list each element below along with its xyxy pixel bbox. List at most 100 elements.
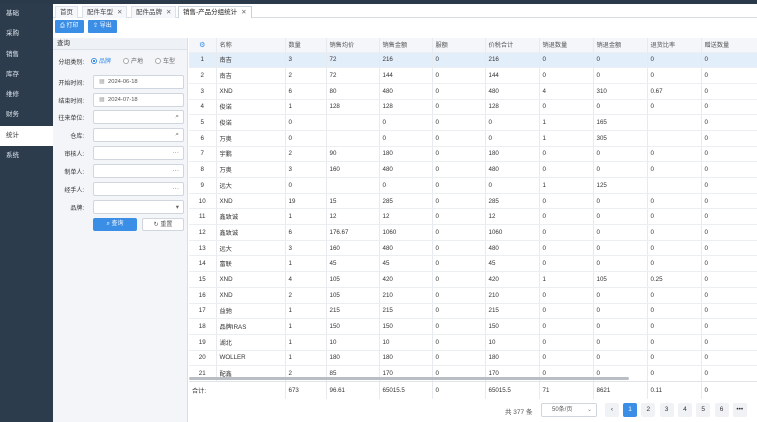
table-row[interactable]: 2 南吉 2 72 144 0 144 0 0 0 0 [189,67,757,84]
sidebar-item-system[interactable]: 系统 [6,152,19,160]
column-header[interactable]: 数量 [285,38,327,53]
table-row[interactable]: 19 湖北 1 10 10 0 10 0 0 0 0 [189,334,757,351]
more-dots-icon[interactable]: ··· [172,167,180,174]
table-row[interactable]: 9 远大 0 0 0 0 1 125 0 [189,177,757,194]
table-row[interactable]: 13 远大 3 160 480 0 480 0 0 0 0 [189,240,757,257]
horizontal-scrollbar[interactable] [189,377,629,380]
chevron-left-icon: ‹ [610,406,614,413]
search-icon[interactable]: ⌕ [175,131,179,138]
handler-input[interactable]: ··· [93,182,184,196]
close-icon[interactable]: ✕ [117,9,123,16]
table-row[interactable]: 15 XND 4 105 420 0 420 1 105 0.25 0 [189,271,757,288]
row-index: 11 [189,208,217,226]
gear-icon[interactable]: ⚙ [189,38,217,53]
sidebar-item-sales[interactable]: 销售 [6,50,19,58]
table-row[interactable]: 11 鑫致诚 1 12 12 0 12 0 0 0 0 [189,208,757,226]
table-cell: 480 [379,240,433,257]
reset-button[interactable]: ↻ 重置 [142,218,184,231]
table-cell: 0 [593,208,648,226]
end-date-input[interactable]: ▦ 2024-07-18 [93,93,184,107]
column-header[interactable]: 退货比率 [647,38,702,53]
page-button[interactable]: 6 [714,403,729,417]
table-cell: 0 [539,303,594,320]
table-row[interactable]: 8 万奥 3 160 480 0 480 0 0 0 0 [189,161,757,178]
table-cell: 0 [432,130,486,147]
column-header[interactable]: 销退数量 [539,38,594,53]
page-button[interactable]: 1 [623,403,637,417]
column-header[interactable]: 价税合计 [485,38,540,53]
row-index: 1 [189,52,217,69]
table-row[interactable]: 17 益驰 1 215 215 0 215 0 0 0 0 [189,303,757,320]
total-cell: 65015.5 [485,382,540,399]
print-button[interactable]: ⎙ 打印 [55,20,84,33]
table-cell: 150 [379,318,433,335]
prev-page-button[interactable]: ‹ [605,403,619,417]
page-button[interactable]: 3 [659,403,674,417]
tab-parts-model[interactable]: 配件车型 ✕ [82,6,128,18]
table-cell: 0 [701,161,757,178]
table-cell: XND [216,83,286,100]
column-header[interactable]: 销售金额 [379,38,433,53]
tab-home[interactable]: 首页 [55,6,78,18]
table-row[interactable]: 5 俊诺 0 0 0 0 1 165 0 [189,114,757,131]
radio-origin[interactable]: 产地 [123,56,143,65]
table-row[interactable]: 12 鑫致诚 6 176.67 1060 0 1060 0 0 0 0 [189,224,757,241]
radio-brand[interactable]: 品牌 [91,56,111,65]
table-row[interactable]: 20 WOLLER 1 180 180 0 180 0 0 0 0 [189,350,757,367]
column-header[interactable]: 销售均价 [326,38,380,53]
start-date-input[interactable]: ▦ 2024-06-18 [93,75,184,89]
table-row[interactable]: 18 品牌IRAS 1 150 150 0 150 0 0 0 0 [189,318,757,335]
sidebar-item-basic[interactable]: 基础 [6,10,19,17]
table-row[interactable]: 14 富联 1 45 45 0 45 0 0 0 0 [189,255,757,273]
table-cell: 45 [379,255,433,273]
table-row[interactable]: 10 XND 19 15 285 0 285 0 0 0 0 [189,193,757,210]
table-row[interactable]: 7 宇鹏 2 90 180 0 180 0 0 0 0 [189,146,757,163]
table-cell: 0 [285,114,327,131]
auditor-input[interactable]: ··· [93,146,184,160]
column-header[interactable]: 服额 [432,38,486,53]
column-header[interactable]: 赠送数量 [701,38,757,53]
sidebar-item-purchase[interactable]: 采购 [6,30,19,38]
tab-label: 配件品牌 [136,9,162,16]
sidebar-item-statistics[interactable]: 统计 [0,125,53,147]
export-button[interactable]: ⇪ 导出 [88,20,117,33]
table-cell: 南吉 [216,67,286,84]
maker-input[interactable]: ··· [93,164,184,178]
tab-sales-group-stats[interactable]: 销售-产品分组统计 ✕ [178,6,252,18]
brand-select[interactable]: ▾ [93,200,184,214]
more-pages-button[interactable]: ••• [732,403,747,417]
column-header[interactable]: 名称 [216,38,286,53]
column-header[interactable]: 销退金额 [593,38,648,53]
table-row[interactable]: 16 XND 2 105 210 0 210 0 0 0 0 [189,287,757,304]
page-button[interactable]: 2 [641,403,656,417]
reset-button-label: 重置 [160,222,173,228]
radio-model[interactable]: 车型 [155,56,175,65]
table-cell: 0 [701,334,757,351]
table-row[interactable]: 4 俊诺 1 128 128 0 128 0 0 0 0 [189,99,757,116]
close-icon[interactable]: ✕ [241,9,247,16]
table-cell: 0 [647,67,702,84]
sidebar-item-repair[interactable]: 维修 [6,91,19,99]
warehouse-input[interactable]: ⌕ [93,128,184,142]
table-cell: 0 [701,318,757,335]
table-cell: 0 [701,52,757,69]
table-cell: 420 [485,271,540,288]
table-cell: 0 [539,240,594,257]
table-cell: 0 [379,114,433,131]
table-row[interactable]: 6 万奥 0 0 0 0 1 305 0 [189,130,757,147]
close-icon[interactable]: ✕ [166,9,172,16]
unit-input[interactable]: ⌕ [93,110,184,124]
page-button[interactable]: 5 [696,403,711,417]
more-dots-icon[interactable]: ··· [172,149,180,156]
table-row[interactable]: 1 南吉 3 72 216 0 216 0 0 0 0 [189,52,757,69]
page-size-select[interactable]: 50条/页 ⌄ [541,403,597,417]
sidebar-item-inventory[interactable]: 库存 [6,70,19,78]
table-cell: 0 [593,334,648,351]
page-button[interactable]: 4 [677,403,692,417]
search-icon[interactable]: ⌕ [175,113,179,120]
table-row[interactable]: 3 XND 6 80 480 0 480 4 310 0.67 0 [189,83,757,100]
more-dots-icon[interactable]: ··· [172,185,180,192]
query-button[interactable]: ⌕ 查询 [93,218,137,231]
tab-parts-brand[interactable]: 配件品牌 ✕ [131,6,177,18]
sidebar-item-finance[interactable]: 财务 [6,111,19,119]
